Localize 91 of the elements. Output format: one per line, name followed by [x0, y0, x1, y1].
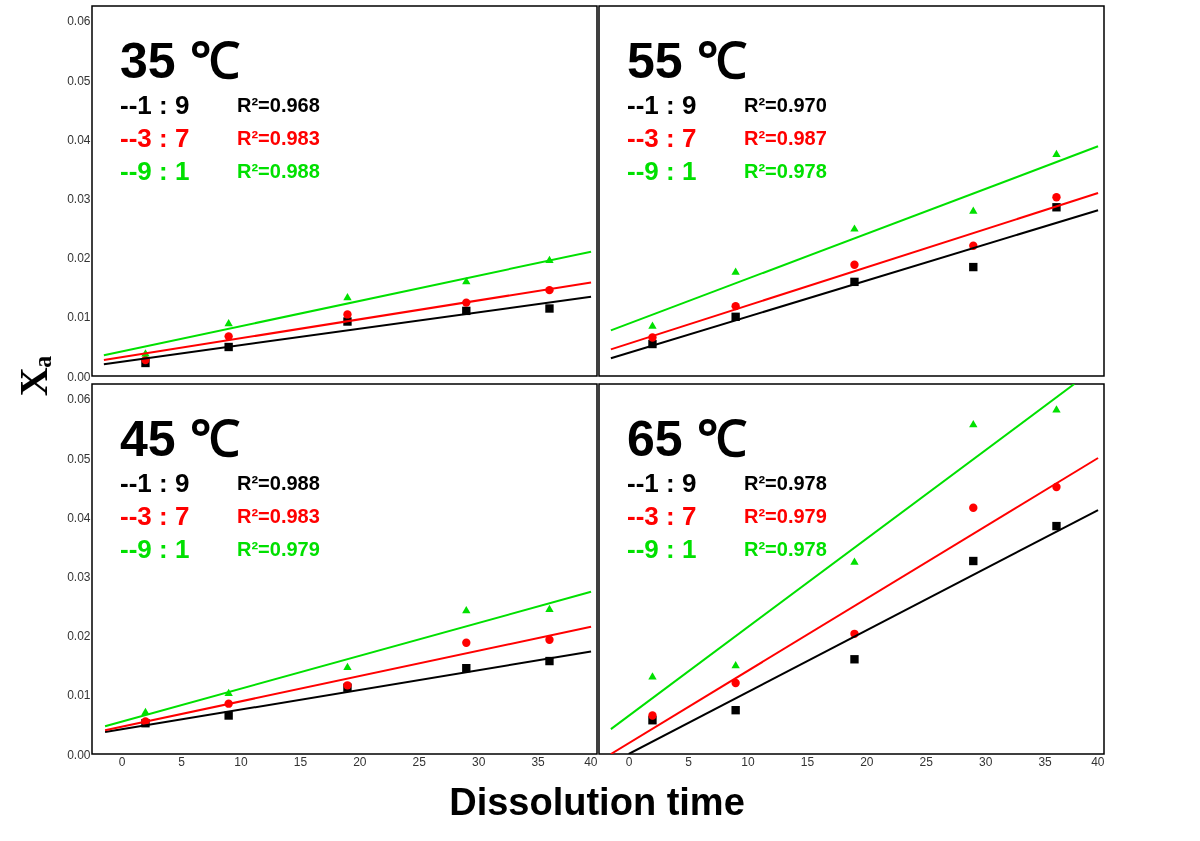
y-tick-label: 0.01: [67, 688, 91, 703]
annotation: R²=0.988: [237, 160, 320, 182]
point: [343, 310, 352, 319]
text: --3 : 7: [627, 123, 697, 153]
x-axis-title: Dissolution time: [449, 781, 745, 823]
x-tick-label: 0: [625, 754, 633, 769]
annotation: R²=0.968: [237, 94, 320, 116]
point: [648, 711, 657, 720]
point: [343, 293, 352, 301]
x-tick-label: 0: [118, 754, 126, 769]
y-tick-label: 0.06: [67, 392, 91, 407]
x-tick-label: 35: [1038, 754, 1053, 769]
point: [969, 206, 978, 214]
y-tick-label: 0.03: [67, 569, 91, 584]
annotation: R²=0.988: [237, 472, 320, 494]
y-tick-label: 0.04: [67, 510, 91, 525]
x-tick-label: 40: [584, 754, 598, 769]
point: [969, 503, 978, 512]
y-tick-label: 0.03: [67, 191, 91, 206]
text: --9 : 1: [627, 534, 697, 564]
point: [545, 304, 554, 313]
y-tick-label: 0.00: [67, 747, 91, 762]
point: [224, 319, 233, 327]
text: 55 ℃: [627, 33, 747, 89]
text: --9 : 1: [627, 156, 697, 186]
annotation: R²=0.978: [744, 472, 827, 494]
y-tick-label: 0.04: [67, 132, 91, 147]
annotation: R²=0.983: [237, 127, 320, 149]
text: 65 ℃: [627, 411, 747, 467]
text: --9 : 1: [120, 534, 190, 564]
point: [969, 420, 978, 428]
x-tick-label: 15: [293, 754, 308, 769]
annotation: R²=0.970: [744, 94, 827, 116]
x-tick-label: 20: [353, 754, 367, 769]
y-tick-label: 0.01: [67, 310, 91, 325]
y-tick-label: 0.02: [67, 251, 91, 266]
point: [462, 605, 471, 614]
point: [731, 660, 740, 669]
text: --3 : 7: [120, 123, 190, 153]
y-axis-title: Xₐ: [11, 355, 56, 397]
x-tick-label: 30: [472, 754, 486, 769]
text: --1 : 9: [627, 90, 697, 120]
x-tick-label: 5: [178, 754, 186, 769]
point: [969, 556, 978, 566]
point: [545, 635, 554, 644]
text: 45 ℃: [120, 411, 240, 467]
x-tick-label: 30: [979, 754, 993, 769]
y-tick-label: 0.06: [67, 14, 91, 29]
point: [731, 678, 740, 688]
text: --3 : 7: [627, 501, 697, 531]
text: 35 ℃: [120, 33, 240, 89]
point: [969, 262, 978, 272]
point: [545, 604, 554, 612]
point: [850, 260, 859, 269]
y-tick-label: 0.00: [67, 369, 91, 384]
point: [1052, 521, 1061, 531]
text: --9 : 1: [120, 156, 190, 186]
x-tick-label: 35: [531, 754, 546, 769]
y-tick-label: 0.02: [67, 629, 91, 644]
point: [224, 711, 233, 720]
x-tick-label: 10: [741, 754, 756, 769]
point: [462, 638, 471, 647]
y-tick-label: 0.05: [67, 73, 91, 88]
annotation: R²=0.978: [744, 538, 827, 560]
x-tick-label: 25: [412, 754, 427, 769]
annotation: R²=0.983: [237, 505, 320, 527]
point: [648, 672, 657, 680]
text: --3 : 7: [120, 501, 190, 531]
point: [850, 557, 859, 565]
annotation: R²=0.979: [744, 505, 827, 527]
x-tick-label: 10: [234, 754, 249, 769]
point: [1052, 193, 1061, 202]
y-tick-label: 0.05: [67, 451, 91, 466]
point: [850, 224, 859, 232]
point: [343, 662, 352, 671]
point: [731, 267, 740, 275]
x-tick-label: 5: [685, 754, 693, 769]
x-tick-label: 15: [800, 754, 815, 769]
text: --1 : 9: [120, 90, 190, 120]
x-tick-label: 25: [919, 754, 934, 769]
text: --1 : 9: [120, 468, 190, 498]
x-tick-label: 20: [860, 754, 874, 769]
point: [1052, 149, 1061, 158]
point: [850, 655, 859, 664]
annotation: R²=0.979: [237, 538, 320, 560]
point: [648, 321, 657, 329]
annotation: R²=0.978: [744, 160, 827, 182]
text: --1 : 9: [627, 468, 697, 498]
x-tick-label: 40: [1091, 754, 1105, 769]
point: [731, 706, 740, 715]
annotation: R²=0.987: [744, 127, 827, 149]
